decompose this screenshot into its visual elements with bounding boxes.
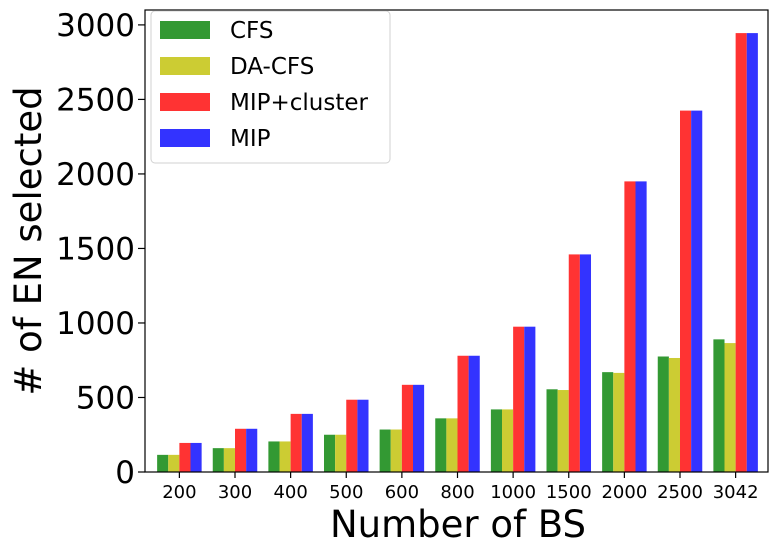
legend-swatch bbox=[160, 93, 210, 111]
x-tick-label: 1500 bbox=[546, 482, 592, 503]
legend-label: MIP+cluster bbox=[230, 90, 369, 116]
bar-cfs-2500 bbox=[657, 356, 669, 472]
legend-swatch bbox=[160, 129, 210, 147]
bar-mip-800 bbox=[468, 355, 480, 472]
bar-mip-200 bbox=[190, 442, 202, 472]
bar-mip-cluster-400 bbox=[290, 413, 302, 472]
bar-cfs-1000 bbox=[490, 409, 503, 472]
bar-mip-1500 bbox=[579, 254, 592, 472]
bar-mip-600 bbox=[413, 384, 425, 472]
bar-mip-300 bbox=[246, 428, 258, 472]
bar-da-cfs-600 bbox=[390, 429, 402, 472]
bar-mip-cluster-2000 bbox=[624, 181, 636, 472]
bar-mip-cluster-1000 bbox=[513, 326, 525, 472]
legend-label: CFS bbox=[230, 18, 273, 44]
bar-mip-cluster-800 bbox=[457, 355, 469, 472]
x-tick-label: 1000 bbox=[490, 482, 536, 503]
bar-cfs-2000 bbox=[602, 372, 614, 472]
x-tick-label: 3042 bbox=[713, 482, 759, 503]
x-tick-label: 2500 bbox=[657, 482, 703, 503]
legend-label: DA-CFS bbox=[230, 54, 314, 80]
x-tick-label: 200 bbox=[162, 482, 196, 503]
bar-mip-cluster-500 bbox=[346, 399, 358, 472]
y-tick-label: 500 bbox=[76, 380, 135, 416]
bar-cfs-3042 bbox=[713, 339, 725, 472]
bar-da-cfs-3042 bbox=[724, 343, 736, 472]
bar-da-cfs-300 bbox=[223, 448, 236, 472]
bar-da-cfs-800 bbox=[446, 418, 458, 472]
x-tick-label: 400 bbox=[273, 482, 307, 503]
bar-cfs-400 bbox=[268, 441, 280, 472]
x-tick-label: 600 bbox=[385, 482, 419, 503]
x-tick-label: 500 bbox=[329, 482, 363, 503]
bar-cfs-1500 bbox=[546, 389, 558, 472]
y-tick-label: 1000 bbox=[56, 306, 135, 342]
y-tick-label: 2500 bbox=[56, 82, 135, 118]
bar-cfs-600 bbox=[379, 429, 391, 472]
bar-mip-400 bbox=[301, 413, 313, 472]
bar-mip-3042 bbox=[746, 33, 758, 472]
bar-mip-cluster-200 bbox=[179, 442, 191, 472]
bar-mip-2500 bbox=[691, 110, 703, 472]
x-axis-label: Number of BS bbox=[330, 503, 586, 546]
y-tick-label: 1500 bbox=[56, 231, 135, 267]
x-tick-label: 800 bbox=[440, 482, 474, 503]
bar-mip-1000 bbox=[524, 326, 536, 472]
legend-swatch bbox=[160, 21, 210, 39]
bar-cfs-300 bbox=[212, 448, 224, 472]
bar-da-cfs-1500 bbox=[557, 390, 569, 472]
legend: CFS DA-CFS MIP+cluster MIP bbox=[150, 10, 391, 164]
bar-mip-cluster-300 bbox=[235, 428, 247, 472]
y-axis: 0 500 1000 1500 2000 2500 3000 bbox=[56, 8, 145, 491]
bar-cfs-800 bbox=[435, 418, 447, 472]
bar-mip-cluster-2500 bbox=[680, 110, 692, 472]
bar-cfs-500 bbox=[324, 434, 336, 472]
bars-layer bbox=[157, 33, 758, 472]
bar-mip-2000 bbox=[635, 181, 647, 472]
y-axis-label: # of EN selected bbox=[7, 86, 50, 395]
x-tick-label: 2000 bbox=[601, 482, 647, 503]
legend-swatch bbox=[160, 57, 210, 75]
bar-mip-cluster-1500 bbox=[568, 254, 580, 472]
plot-frame bbox=[144, 9, 769, 473]
y-tick-label: 0 bbox=[115, 455, 135, 491]
bar-da-cfs-400 bbox=[279, 441, 291, 472]
y-tick-label: 2000 bbox=[56, 157, 135, 193]
x-axis: 200 300 400 500 600 800 1000 1500 2000 2500 3042 bbox=[162, 472, 759, 503]
bar-da-cfs-500 bbox=[335, 434, 347, 472]
bar-mip-cluster-600 bbox=[401, 384, 414, 472]
legend-box bbox=[150, 10, 391, 164]
x-tick-label: 300 bbox=[218, 482, 252, 503]
bar-mip-cluster-3042 bbox=[735, 33, 747, 472]
y-tick-label: 3000 bbox=[56, 8, 135, 44]
bar-da-cfs-2500 bbox=[668, 357, 681, 472]
bar-da-cfs-200 bbox=[168, 454, 180, 472]
legend-label: MIP bbox=[230, 126, 271, 152]
bar-cfs-200 bbox=[157, 454, 169, 472]
bar-da-cfs-2000 bbox=[613, 372, 625, 472]
bar-mip-500 bbox=[357, 399, 369, 472]
bar-da-cfs-1000 bbox=[502, 409, 514, 472]
